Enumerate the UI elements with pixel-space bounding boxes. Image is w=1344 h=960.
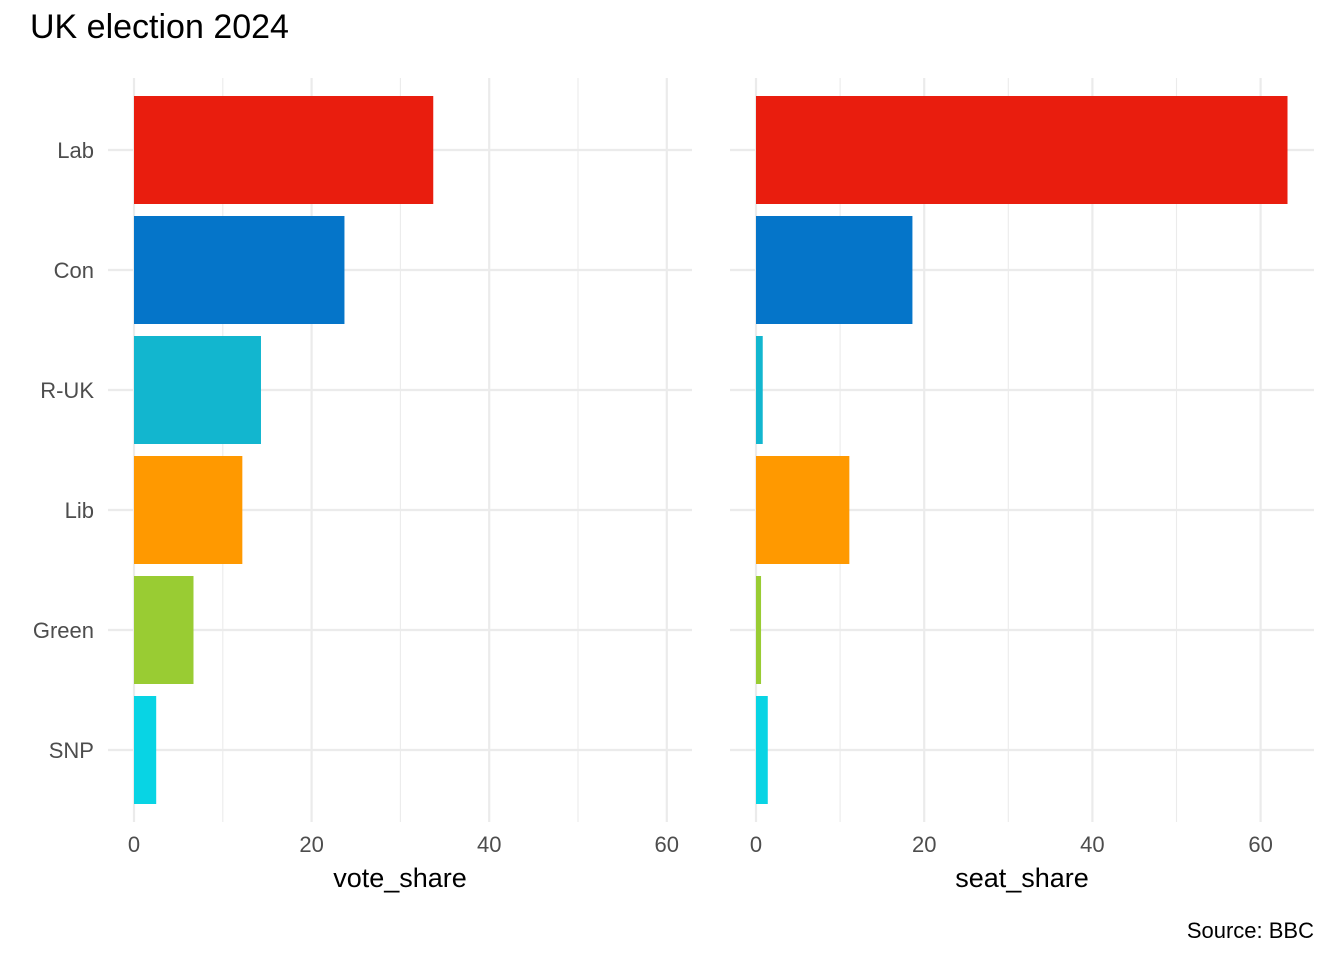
y-tick-label-Lib: Lib bbox=[65, 498, 94, 523]
x-tick-label: 20 bbox=[299, 832, 323, 857]
bar-seat_share-SNP bbox=[756, 696, 768, 804]
bar-vote_share-Green bbox=[134, 576, 194, 684]
panel-vote_share: 0 20 40 60 vote_share bbox=[108, 78, 692, 893]
chart-title: UK election 2024 bbox=[30, 8, 289, 46]
x-tick-label: 60 bbox=[655, 832, 679, 857]
bar-seat_share-Lib bbox=[756, 456, 850, 564]
x-tick-label: 20 bbox=[912, 832, 936, 857]
y-tick-label-Lab: Lab bbox=[57, 138, 94, 163]
x-tick-label: 0 bbox=[750, 832, 762, 857]
x-tick-label: 40 bbox=[1080, 832, 1104, 857]
bar-seat_share-R-UK bbox=[756, 336, 763, 444]
y-tick-label-Green: Green bbox=[33, 618, 94, 643]
panel-seat_share: 0 20 40 60 seat_share bbox=[730, 78, 1314, 893]
source-caption: Source: BBC bbox=[1186, 918, 1314, 943]
bar-seat_share-Green bbox=[756, 576, 762, 684]
bar-vote_share-SNP bbox=[134, 696, 157, 804]
bar-vote_share-R-UK bbox=[134, 336, 261, 444]
x-tick-label: 0 bbox=[128, 832, 140, 857]
x-tick-label: 60 bbox=[1248, 832, 1272, 857]
y-tick-label-R-UK: R-UK bbox=[40, 378, 94, 403]
x-axis-title-seat_share: seat_share bbox=[955, 863, 1089, 893]
bar-seat_share-Lab bbox=[756, 96, 1288, 204]
y-tick-label-SNP: SNP bbox=[49, 738, 94, 763]
y-tick-label-Con: Con bbox=[54, 258, 94, 283]
x-axis-title-vote_share: vote_share bbox=[333, 863, 467, 893]
bar-vote_share-Con bbox=[134, 216, 345, 324]
bar-vote_share-Lib bbox=[134, 456, 243, 564]
bar-vote_share-Lab bbox=[134, 96, 434, 204]
bar-seat_share-Con bbox=[756, 216, 913, 324]
x-tick-label: 40 bbox=[477, 832, 501, 857]
